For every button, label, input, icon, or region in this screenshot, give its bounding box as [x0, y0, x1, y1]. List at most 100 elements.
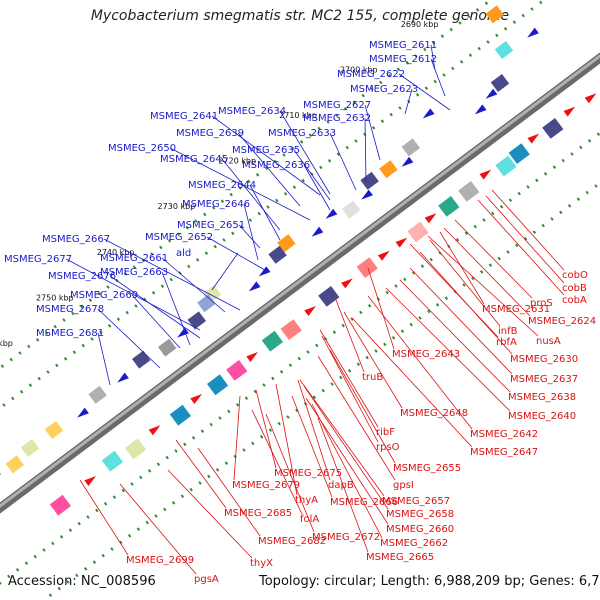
guide-dots-2 — [0, 0, 547, 410]
forward-arrow-33 — [0, 468, 1, 479]
reverse-arrow-20 — [246, 351, 258, 363]
backbone-line — [0, 52, 600, 514]
reverse-leader-37 — [317, 417, 369, 553]
forward-gene-label-12: MSMEG_2650 — [108, 143, 176, 154]
backbone-highlight — [0, 54, 600, 508]
forward-leader-24 — [161, 271, 191, 346]
reverse-arrow-10 — [424, 213, 437, 224]
forward-leader-3 — [398, 73, 451, 111]
reverse-feature-5 — [508, 143, 530, 165]
reverse-leader-16 — [385, 287, 511, 412]
reverse-leader-13 — [335, 299, 365, 373]
forward-gene-label-13: MSMEG_2636 — [242, 160, 310, 171]
reverse-leader-5 — [443, 227, 531, 317]
forward-gene-label-23: MSMEG_2676 — [48, 271, 116, 282]
reverse-leader-14 — [399, 279, 511, 393]
reverse-leader-15 — [343, 311, 403, 409]
reverse-leader-34 — [265, 413, 315, 533]
reverse-leader-25 — [233, 395, 241, 481]
reverse-gene-label-29: MSMEG_2658 — [386, 509, 454, 520]
reverse-leader-1 — [491, 189, 565, 271]
reverse-feature-6 — [495, 155, 517, 177]
forward-leader-23 — [109, 275, 201, 339]
reverse-leader-28 — [299, 379, 385, 497]
forward-gene-label-6: MSMEG_2634 — [218, 106, 286, 117]
reverse-arrow-2 — [563, 106, 576, 117]
reverse-gene-label-16: MSMEG_2640 — [508, 411, 576, 422]
forward-leader-12 — [169, 147, 311, 221]
reverse-feature-19 — [261, 330, 283, 352]
reverse-leader-24 — [297, 379, 331, 481]
forward-feature-23 — [187, 311, 207, 330]
forward-gene-label-2: MSMEG_2612 — [369, 54, 437, 65]
reverse-gene-label-26: thyA — [295, 495, 318, 506]
forward-arrow-24 — [177, 327, 189, 338]
tick-label-9: 2760 kbp — [0, 339, 13, 348]
reverse-gene-label-23: MSMEG_2675 — [274, 468, 342, 479]
forward-arrow-29 — [77, 407, 89, 418]
forward-feature-14 — [342, 200, 361, 219]
forward-arrow-6 — [485, 88, 498, 99]
reverse-feature-27 — [101, 450, 124, 472]
reverse-arrow-4 — [527, 133, 540, 144]
reverse-arrow-23 — [190, 393, 202, 405]
reverse-gene-label-13: truB — [362, 372, 383, 383]
forward-gene-label-20: ald — [176, 248, 191, 259]
forward-leader-8 — [211, 115, 321, 196]
reverse-gene-label-25: MSMEG_2679 — [232, 480, 300, 491]
forward-gene-label-11: MSMEG_2635 — [232, 145, 300, 156]
forward-leader-20 — [211, 252, 239, 291]
reverse-leader-4 — [454, 219, 533, 299]
forward-feature-5 — [490, 73, 510, 93]
reverse-leader-3 — [477, 199, 565, 296]
reverse-leader-19 — [321, 335, 379, 443]
reverse-leader-11 — [367, 267, 395, 350]
reverse-leader-31 — [251, 409, 303, 515]
forward-leader-22 — [65, 258, 201, 331]
forward-gene-label-7: MSMEG_2632 — [303, 113, 371, 124]
reverse-feature-3 — [542, 117, 564, 139]
forward-gene-label-5: MSMEG_2627 — [303, 100, 371, 111]
forward-leader-7 — [364, 117, 367, 183]
reverse-leader-17 — [367, 295, 473, 430]
forward-leader-5 — [364, 104, 381, 161]
reverse-leader-9 — [409, 243, 499, 338]
forward-gene-label-18: MSMEG_2652 — [145, 232, 213, 243]
forward-leader-6 — [279, 110, 331, 195]
forward-leader-1 — [430, 44, 436, 71]
reverse-arrow-28 — [84, 475, 96, 487]
guide-dots-1 — [0, 0, 494, 370]
forward-arrow-7 — [474, 104, 487, 115]
forward-gene-label-9: MSMEG_2633 — [268, 128, 336, 139]
reverse-leader-33 — [197, 447, 261, 537]
forward-gene-label-4: MSMEG_2623 — [350, 84, 418, 95]
reverse-gene-label-34: MSMEG_2672 — [312, 532, 380, 543]
reverse-leader-20 — [351, 317, 473, 448]
forward-gene-label-8: MSMEG_2641 — [150, 111, 218, 122]
guide-dots-4 — [41, 181, 600, 600]
reverse-gene-label-28: MSMEG_2657 — [382, 496, 450, 507]
forward-leader-15 — [249, 184, 281, 241]
reverse-gene-label-15: MSMEG_2648 — [400, 408, 468, 419]
tick-label-7: 2740 kbp — [97, 248, 135, 257]
reverse-feature-24 — [169, 404, 191, 426]
forward-leader-2 — [430, 58, 446, 97]
reverse-gene-label-37: MSMEG_2665 — [366, 552, 434, 563]
reverse-leader-21 — [329, 349, 396, 464]
forward-gene-label-1: MSMEG_2611 — [369, 40, 437, 51]
reverse-gene-label-12: MSMEG_2637 — [510, 374, 578, 385]
tick-label-2: 2690 kbp — [401, 20, 439, 29]
forward-gene-label-3: MSMEG_2622 — [337, 69, 405, 80]
reverse-gene-label-35: MSMEG_2662 — [380, 538, 448, 549]
forward-arrow-20 — [248, 281, 261, 292]
reverse-leader-36 — [167, 469, 253, 559]
reverse-feature-29 — [49, 494, 72, 516]
forward-arrow-2 — [527, 27, 539, 38]
forward-gene-label-24: MSMEG_2663 — [100, 267, 168, 278]
forward-arrow-16 — [311, 226, 324, 237]
reverse-gene-label-18: ribF — [376, 427, 395, 438]
forward-leader-18 — [206, 236, 266, 271]
reverse-gene-label-2: cobB — [562, 283, 587, 294]
reverse-feature-22 — [207, 374, 229, 396]
forward-feature-18 — [268, 245, 287, 264]
